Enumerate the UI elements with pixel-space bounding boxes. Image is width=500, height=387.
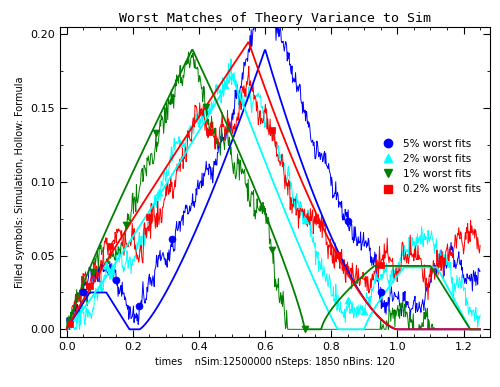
Point <box>168 236 176 243</box>
Point <box>155 189 163 195</box>
Point <box>89 269 97 275</box>
Point <box>377 262 385 268</box>
Point <box>122 222 130 228</box>
Point <box>268 6 276 12</box>
Point <box>360 308 368 314</box>
Point <box>152 130 160 136</box>
Point <box>86 283 94 289</box>
Point <box>301 326 309 332</box>
Point <box>334 252 342 258</box>
Point <box>106 243 114 250</box>
Point <box>112 277 120 284</box>
Point <box>377 289 385 295</box>
Title: Worst Matches of Theory Variance to Sim: Worst Matches of Theory Variance to Sim <box>119 12 431 24</box>
Point <box>222 82 230 88</box>
Point <box>344 218 352 224</box>
Point <box>102 262 110 268</box>
Point <box>66 321 74 327</box>
Point <box>344 297 352 303</box>
Point <box>136 303 143 309</box>
Point <box>301 217 309 223</box>
X-axis label: times    nSim:12500000 nSteps: 1850 nBins: 120: times nSim:12500000 nSteps: 1850 nBins: … <box>155 357 395 367</box>
Point <box>202 104 209 110</box>
Point <box>268 247 276 253</box>
Point <box>205 129 213 135</box>
Point <box>268 127 276 133</box>
Point <box>79 289 87 295</box>
Point <box>146 214 154 220</box>
Y-axis label: Filled symbols: Simulation, Hollow: Formula: Filled symbols: Simulation, Hollow: Form… <box>15 76 25 288</box>
Legend: 5% worst fits, 2% worst fits, 1% worst fits, 0.2% worst fits: 5% worst fits, 2% worst fits, 1% worst f… <box>374 134 485 199</box>
